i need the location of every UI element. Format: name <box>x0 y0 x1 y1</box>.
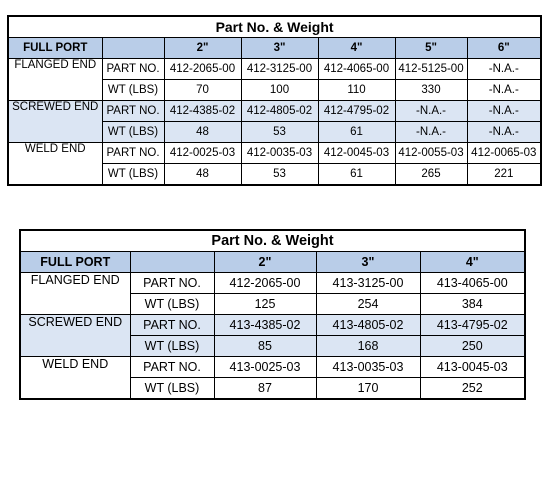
end-type-label: FLANGED END <box>7 58 103 101</box>
table-row: SCREWED END PART NO. 412-4385-02 412-480… <box>7 100 542 143</box>
cell: 412-2065-00 <box>163 58 242 80</box>
header-size-6: 6" <box>466 37 542 59</box>
header-size-4: 4" <box>419 251 526 273</box>
header-type <box>129 251 215 273</box>
table-row: WT (LBS) 87 170 252 <box>20 377 526 400</box>
cell: 412-0035-03 <box>240 142 319 164</box>
cell: 412-3125-00 <box>240 58 319 80</box>
cell: -N.A.- <box>466 121 542 143</box>
cell: 53 <box>240 163 319 186</box>
cell: 413-4385-02 <box>213 314 317 336</box>
table-row: WT (LBS) 48 53 61 265 221 <box>8 163 542 186</box>
cell: -N.A.- <box>466 58 542 80</box>
cell: 100 <box>240 79 319 101</box>
cell: 413-0025-03 <box>213 356 317 378</box>
cell: 254 <box>315 293 421 315</box>
row-type: WT (LBS) <box>101 163 165 186</box>
table-row: WT (LBS) 70 100 110 330 -N.A.- <box>8 79 542 101</box>
cell: 221 <box>466 163 542 186</box>
cell: 85 <box>213 335 317 357</box>
end-type-label: WELD END <box>7 142 103 186</box>
cell: 125 <box>213 293 317 315</box>
cell: 412-0025-03 <box>163 142 242 164</box>
cell: -N.A.- <box>394 100 468 122</box>
table-title: Part No. & Weight <box>19 229 526 252</box>
header-size-2: 2" <box>213 251 317 273</box>
cell: 252 <box>419 377 526 400</box>
table-row: WT (LBS) 125 254 384 <box>20 293 526 315</box>
table-row: WELD END PART NO. 413-0025-03 413-0035-0… <box>19 356 526 400</box>
cell: 61 <box>317 163 396 186</box>
end-type-label: SCREWED END <box>7 100 103 143</box>
row-type: WT (LBS) <box>129 377 215 400</box>
header-full-port: FULL PORT <box>19 251 131 273</box>
header-full-port: FULL PORT <box>7 37 103 59</box>
row-type: PART NO. <box>101 100 165 122</box>
table-row: FLANGED END PART NO. 412-2065-00 412-312… <box>7 58 542 101</box>
row-type: PART NO. <box>129 272 215 294</box>
cell: 265 <box>394 163 468 186</box>
cell: 53 <box>240 121 319 143</box>
cell: 413-0045-03 <box>419 356 526 378</box>
row-type: PART NO. <box>129 356 215 378</box>
cell: 250 <box>419 335 526 357</box>
cell: 412-5125-00 <box>394 58 468 80</box>
end-type-label: SCREWED END <box>19 314 131 357</box>
cell: 48 <box>163 163 242 186</box>
cell: 384 <box>419 293 526 315</box>
cell: 412-4065-00 <box>317 58 396 80</box>
cell: 413-4795-02 <box>419 314 526 336</box>
row-type: PART NO. <box>101 142 165 164</box>
table-row: WELD END PART NO. 412-0025-03 412-0035-0… <box>7 142 542 186</box>
cell: -N.A.- <box>466 100 542 122</box>
part-weight-table-1: Part No. & Weight FULL PORT 2" 3" 4" 5" … <box>7 15 543 186</box>
row-type: WT (LBS) <box>129 293 215 315</box>
cell: 70 <box>163 79 242 101</box>
cell: 330 <box>394 79 468 101</box>
table-row: SCREWED END PART NO. 413-4385-02 413-480… <box>19 314 526 357</box>
cell: 413-4805-02 <box>315 314 421 336</box>
cell: -N.A.- <box>394 121 468 143</box>
row-type: WT (LBS) <box>101 121 165 143</box>
header-size-3: 3" <box>240 37 319 59</box>
table-row: FLANGED END PART NO. 412-2065-00 413-312… <box>19 272 526 315</box>
cell: 413-4065-00 <box>419 272 526 294</box>
row-type: PART NO. <box>129 314 215 336</box>
part-weight-table-2: Part No. & Weight FULL PORT 2" 3" 4" FLA… <box>19 229 527 400</box>
end-type-label: WELD END <box>19 356 131 400</box>
row-type: WT (LBS) <box>129 335 215 357</box>
cell: 412-0055-03 <box>394 142 468 164</box>
cell: 48 <box>163 121 242 143</box>
cell: 413-0035-03 <box>315 356 421 378</box>
cell: 413-3125-00 <box>315 272 421 294</box>
cell: 168 <box>315 335 421 357</box>
header-size-4: 4" <box>317 37 396 59</box>
table-row: WT (LBS) 48 53 61 -N.A.- -N.A.- <box>8 121 542 143</box>
cell: 412-4795-02 <box>317 100 396 122</box>
cell: 412-0065-03 <box>466 142 542 164</box>
header-size-5: 5" <box>394 37 468 59</box>
header-size-3: 3" <box>315 251 421 273</box>
header-type <box>101 37 165 59</box>
cell: 412-2065-00 <box>213 272 317 294</box>
cell: 61 <box>317 121 396 143</box>
row-type: PART NO. <box>101 58 165 80</box>
cell: 110 <box>317 79 396 101</box>
cell: 412-4385-02 <box>163 100 242 122</box>
end-type-label: FLANGED END <box>19 272 131 315</box>
cell: 170 <box>315 377 421 400</box>
table-row: WT (LBS) 85 168 250 <box>20 335 526 357</box>
cell: 87 <box>213 377 317 400</box>
cell: 412-4805-02 <box>240 100 319 122</box>
cell: -N.A.- <box>466 79 542 101</box>
row-type: WT (LBS) <box>101 79 165 101</box>
table-title: Part No. & Weight <box>7 15 542 38</box>
cell: 412-0045-03 <box>317 142 396 164</box>
header-size-2: 2" <box>163 37 242 59</box>
